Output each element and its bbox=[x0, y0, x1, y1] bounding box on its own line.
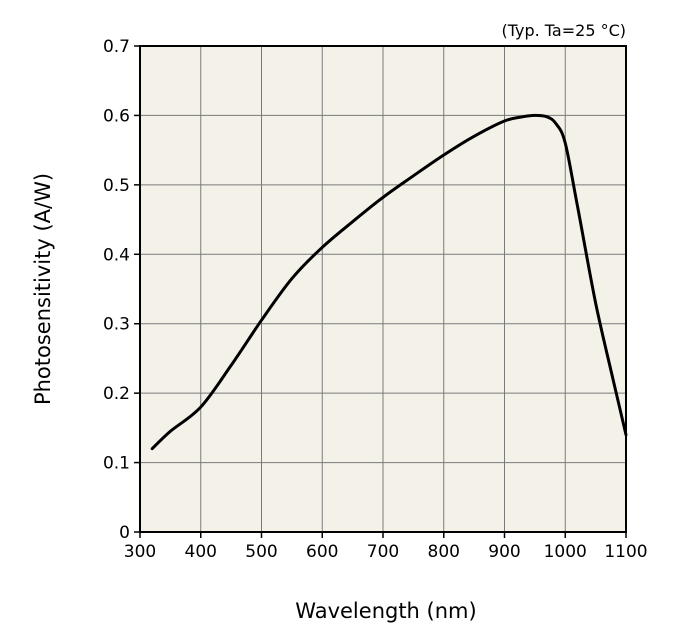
y-axis-ticks: 0 0.1 0.2 0.3 0.4 0.5 0.6 0.7 bbox=[103, 37, 140, 543]
x-axis-title: Wavelength (nm) bbox=[295, 599, 476, 623]
conditions-annotation: (Typ. Ta=25 °C) bbox=[501, 21, 626, 40]
x-tick-label: 600 bbox=[306, 542, 338, 562]
x-tick-label: 900 bbox=[488, 542, 520, 562]
y-tick-label: 0.6 bbox=[103, 106, 130, 126]
y-tick-label: 0.2 bbox=[103, 384, 130, 404]
grid bbox=[140, 46, 626, 532]
x-tick-label: 400 bbox=[185, 542, 217, 562]
series-layer bbox=[150, 113, 628, 451]
x-tick-label: 1100 bbox=[604, 542, 647, 562]
y-tick-label: 0.3 bbox=[103, 315, 130, 335]
y-tick-label: 0.7 bbox=[103, 37, 130, 57]
y-tick-label: 0.5 bbox=[103, 176, 130, 196]
x-axis-ticks: 300 400 500 600 700 800 900 1000 1100 bbox=[124, 532, 648, 562]
x-tick-label: 300 bbox=[124, 542, 156, 562]
y-axis-title: Photosensitivity (A/W) bbox=[31, 173, 55, 405]
x-tick-label: 800 bbox=[428, 542, 460, 562]
y-tick-label: 0.1 bbox=[103, 454, 130, 474]
x-tick-label: 500 bbox=[245, 542, 277, 562]
x-tick-label: 1000 bbox=[544, 542, 587, 562]
y-tick-label: 0 bbox=[119, 523, 130, 543]
series-line-photosensitivity bbox=[150, 113, 628, 451]
y-tick-label: 0.4 bbox=[103, 245, 130, 265]
x-tick-label: 700 bbox=[367, 542, 399, 562]
